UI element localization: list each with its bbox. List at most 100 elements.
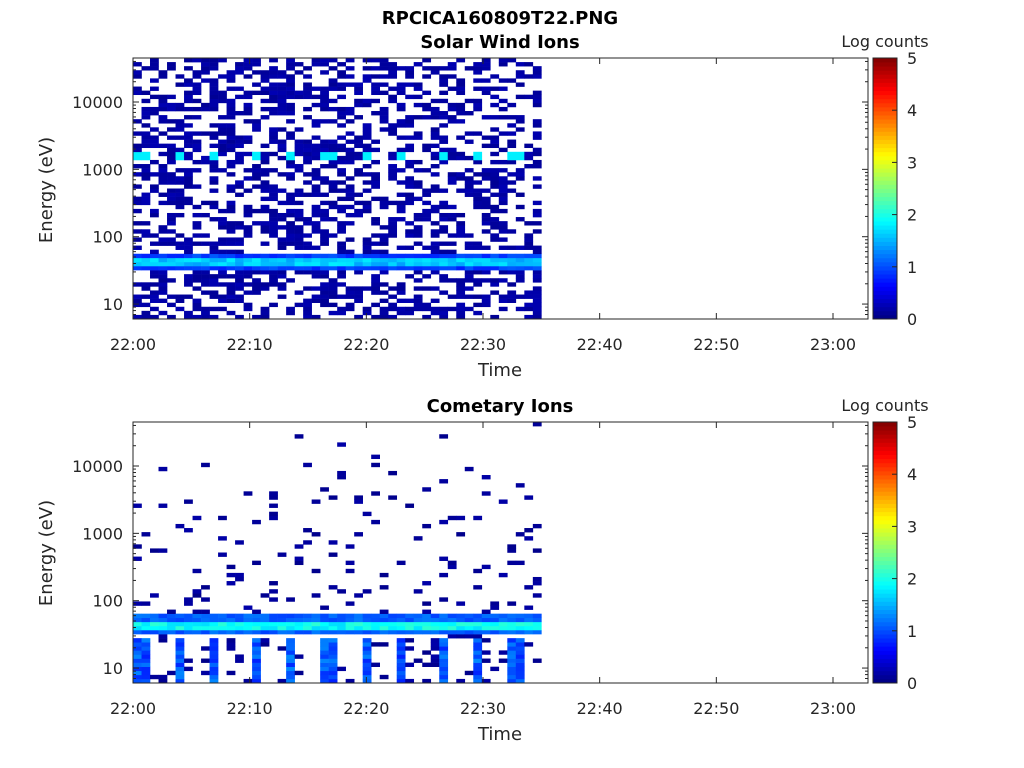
heatmap-cell <box>430 172 440 177</box>
heatmap-cell <box>328 666 338 672</box>
heatmap-cell <box>456 532 466 537</box>
heatmap-cell <box>192 265 202 271</box>
heatmap-cell <box>133 90 142 96</box>
heatmap-cell <box>260 188 270 193</box>
heatmap-cell <box>252 674 261 680</box>
heatmap-cell <box>269 278 278 283</box>
colorbar-segment <box>873 581 897 586</box>
heatmap-cell <box>379 674 389 680</box>
heatmap-cell <box>473 674 483 680</box>
heatmap-cell <box>184 135 193 140</box>
heatmap-cell <box>354 143 363 149</box>
heatmap-cell <box>337 155 346 161</box>
heatmap-cell <box>141 111 151 116</box>
heatmap-cell <box>167 621 176 627</box>
heatmap-cell <box>388 625 398 631</box>
heatmap-cell <box>464 274 474 279</box>
heatmap-cell <box>141 261 151 267</box>
heatmap-cell <box>243 621 253 627</box>
heatmap-cell <box>303 172 312 177</box>
heatmap-cell <box>184 310 193 316</box>
heatmap-cell <box>209 658 219 663</box>
heatmap-cell <box>396 204 406 210</box>
heatmap-cell <box>473 78 483 83</box>
heatmap-cell <box>473 638 483 643</box>
heatmap-cell <box>388 66 398 71</box>
heatmap-cell <box>456 172 466 177</box>
colorbar-segment <box>873 310 897 316</box>
colorbar-segment <box>873 528 897 533</box>
heatmap-cell <box>286 208 295 214</box>
heatmap-cell <box>532 294 542 299</box>
y-tick-label: 10 <box>103 659 123 678</box>
heatmap-cell <box>150 135 159 140</box>
heatmap-cell <box>473 617 483 623</box>
heatmap-cell <box>371 253 380 259</box>
heatmap-cell <box>150 593 159 598</box>
heatmap-cell <box>507 282 517 287</box>
heatmap-cell <box>396 638 406 643</box>
colorbar-segment <box>873 245 897 251</box>
heatmap-cell <box>158 102 168 108</box>
heatmap-cell <box>150 208 159 214</box>
heatmap-cell <box>447 257 457 263</box>
heatmap-cell <box>524 62 534 67</box>
heatmap-cell <box>286 229 295 234</box>
heatmap-cell <box>320 176 329 181</box>
heatmap-cell <box>158 265 168 271</box>
heatmap-cell <box>515 294 525 299</box>
heatmap-cell <box>532 90 542 96</box>
heatmap-cell <box>456 212 466 218</box>
heatmap-cell <box>175 658 185 663</box>
heatmap-cell <box>141 613 151 619</box>
heatmap-cell <box>456 233 466 238</box>
heatmap-cell <box>320 487 329 492</box>
heatmap-cell <box>226 159 236 165</box>
heatmap-cell <box>413 115 423 120</box>
heatmap-cell <box>405 310 415 316</box>
heatmap-cell <box>481 212 491 218</box>
heatmap-cell <box>175 168 185 173</box>
heatmap-cell <box>260 225 270 230</box>
heatmap-cell <box>158 164 168 169</box>
heatmap-cell <box>379 270 389 275</box>
heatmap-cell <box>175 253 185 259</box>
heatmap-cell <box>490 605 500 610</box>
heatmap-cell <box>133 658 142 663</box>
heatmap-cell <box>150 233 159 238</box>
heatmap-cell <box>167 670 176 676</box>
heatmap-cell <box>286 82 295 87</box>
heatmap-cell <box>167 217 176 222</box>
heatmap-cell <box>235 94 244 100</box>
heatmap-cell <box>303 82 312 87</box>
colorbar-segment <box>873 532 897 537</box>
heatmap-cell <box>481 278 491 283</box>
heatmap-cell <box>294 270 304 275</box>
heatmap-cell <box>243 204 253 210</box>
heatmap-cell <box>320 253 329 259</box>
heatmap-cell <box>260 253 270 259</box>
heatmap-cell <box>294 70 304 75</box>
heatmap-cell <box>481 621 491 627</box>
heatmap-cell <box>473 568 483 574</box>
colorbar-segment <box>873 430 897 435</box>
heatmap-cell <box>498 306 508 312</box>
heatmap-cell <box>141 90 151 96</box>
heatmap-cell <box>447 560 457 566</box>
heatmap-cell <box>354 168 363 173</box>
heatmap-cell <box>447 217 457 222</box>
heatmap-cell <box>158 94 168 100</box>
heatmap-cell <box>473 642 483 647</box>
colorbar-segment <box>873 548 897 553</box>
heatmap-cell <box>133 666 142 672</box>
heatmap-cell <box>337 257 346 263</box>
heatmap-cell <box>532 302 542 308</box>
heatmap-cell <box>141 678 151 684</box>
heatmap-cell <box>133 221 142 226</box>
heatmap-cell <box>133 184 142 189</box>
heatmap-cell <box>243 111 253 116</box>
heatmap-cell <box>456 310 466 316</box>
heatmap-cell <box>328 286 338 291</box>
heatmap-cell <box>133 298 142 303</box>
heatmap-cell <box>294 208 304 214</box>
